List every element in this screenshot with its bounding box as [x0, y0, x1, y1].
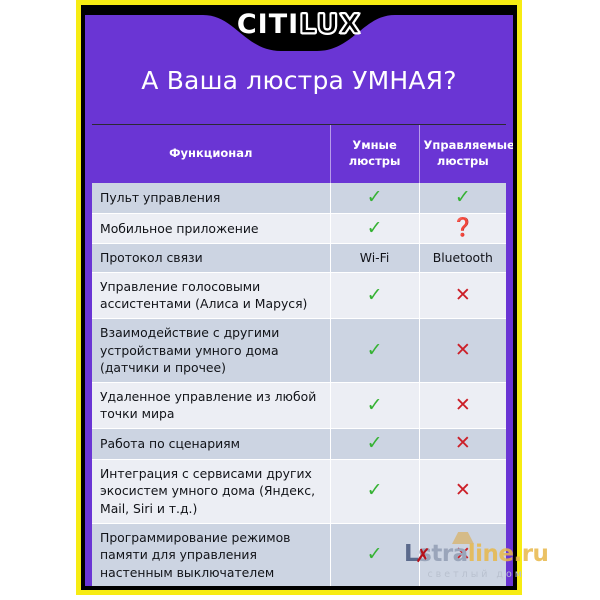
cell-managed: ✕: [419, 318, 506, 383]
brand-logo-lux: LUX: [298, 9, 362, 40]
table-row: Интеграция с сервисами других экосистем …: [92, 459, 506, 524]
table-row: Управление голосовыми ассистентами (Алис…: [92, 272, 506, 320]
cell-smart: ✓: [330, 523, 420, 586]
cell-smart: ✓: [330, 272, 420, 320]
check-icon: ✓: [366, 338, 383, 361]
cell-smart: Wi-Fi: [330, 243, 420, 273]
poster-inner-border: CITILUX А Ваша люстра УМНАЯ?: [81, 5, 517, 590]
cell-feature: Работа по сценариям: [92, 428, 331, 460]
cell-smart: ✓: [330, 459, 420, 524]
poster-frame: CITILUX А Ваша люстра УМНАЯ?: [76, 0, 522, 595]
value-text: Wi-Fi: [359, 250, 390, 266]
check-icon: ✓: [366, 432, 383, 455]
column-header-managed-line2: люстры: [436, 154, 489, 168]
table-header: Функционал Умные люстры Управляемые люст…: [92, 125, 513, 183]
cell-managed: ✓: [419, 183, 506, 214]
cell-managed: ✕: [419, 459, 506, 524]
cell-smart: ✓: [330, 183, 420, 214]
header-wave-band: CITILUX: [85, 9, 513, 63]
column-header-managed-line1: Управляемые: [423, 138, 513, 153]
cross-icon: ✕: [454, 432, 471, 455]
poster-body: CITILUX А Ваша люстра УМНАЯ?: [85, 9, 513, 586]
check-icon: ✓: [454, 186, 471, 208]
check-icon: ✓: [366, 479, 383, 502]
table-row: Программирование режимов памяти для упра…: [92, 523, 506, 586]
cell-feature: Управление голосовыми ассистентами (Алис…: [92, 272, 331, 320]
table-row: Протокол связи Wi-Fi Bluetooth: [92, 243, 506, 273]
cell-managed: ✕: [419, 428, 506, 460]
cell-feature: Мобильное приложение: [92, 213, 331, 245]
cell-managed: ✕: [419, 523, 506, 586]
cross-icon: ✕: [454, 393, 471, 416]
cross-icon: ✕: [454, 543, 471, 566]
cell-feature: Пульт управления: [92, 183, 331, 214]
cell-feature: Удаленное управление из любой точки мира: [92, 382, 331, 430]
cross-icon: ✕: [454, 283, 471, 306]
cell-managed: Bluetooth: [419, 243, 506, 273]
brand-logo: CITILUX: [85, 9, 513, 40]
cell-feature: Интеграция с сервисами других экосистем …: [92, 459, 331, 524]
comparison-table: Функционал Умные люстры Управляемые люст…: [92, 125, 513, 586]
check-icon: ✓: [366, 283, 383, 306]
table-row: Удаленное управление из любой точки мира…: [92, 382, 506, 430]
column-header-feature: Функционал: [92, 125, 331, 183]
comparison-table-container: Функционал Умные люстры Управляемые люст…: [92, 124, 513, 586]
check-icon: ✓: [366, 186, 383, 208]
cell-managed: ✕: [419, 382, 506, 430]
column-header-managed: Управляемые люстры: [419, 125, 513, 183]
table-row: Пульт управления ✓ ✓: [92, 183, 506, 214]
question-icon: ❓: [451, 217, 474, 239]
cell-smart: ✓: [330, 318, 420, 383]
cell-smart: ✓: [330, 428, 420, 460]
cell-smart: ✓: [330, 213, 420, 245]
cell-feature: Взаимодействие с другими устройствами ум…: [92, 318, 331, 383]
cross-icon: ✕: [454, 479, 471, 502]
check-icon: ✓: [366, 543, 383, 566]
cell-managed: ✕: [419, 272, 506, 320]
cell-managed: ❓: [419, 213, 506, 245]
table-row: Взаимодействие с другими устройствами ум…: [92, 318, 506, 383]
wave-shape: [85, 9, 513, 63]
table-body: Пульт управления ✓ ✓ Мобильное приложение ✓ ❓…: [92, 183, 506, 586]
table-row: Мобильное приложение ✓ ❓: [92, 213, 506, 245]
column-header-smart: Умные люстры: [330, 125, 420, 183]
check-icon: ✓: [366, 393, 383, 416]
brand-logo-citi: CITI: [236, 9, 300, 40]
value-text: Bluetooth: [432, 250, 493, 266]
column-header-smart-line1: Умные: [352, 138, 397, 153]
cell-smart: ✓: [330, 382, 420, 430]
table-row: Работа по сценариям ✓ ✕: [92, 428, 506, 460]
page-title: А Ваша люстра УМНАЯ?: [141, 66, 457, 95]
cross-icon: ✕: [454, 338, 471, 361]
table-header-row: Функционал Умные люстры Управляемые люст…: [92, 125, 513, 183]
cell-feature: Программирование режимов памяти для упра…: [92, 523, 331, 586]
check-icon: ✓: [366, 216, 383, 239]
cell-feature: Протокол связи: [92, 243, 331, 273]
column-header-smart-line2: люстры: [348, 154, 401, 168]
